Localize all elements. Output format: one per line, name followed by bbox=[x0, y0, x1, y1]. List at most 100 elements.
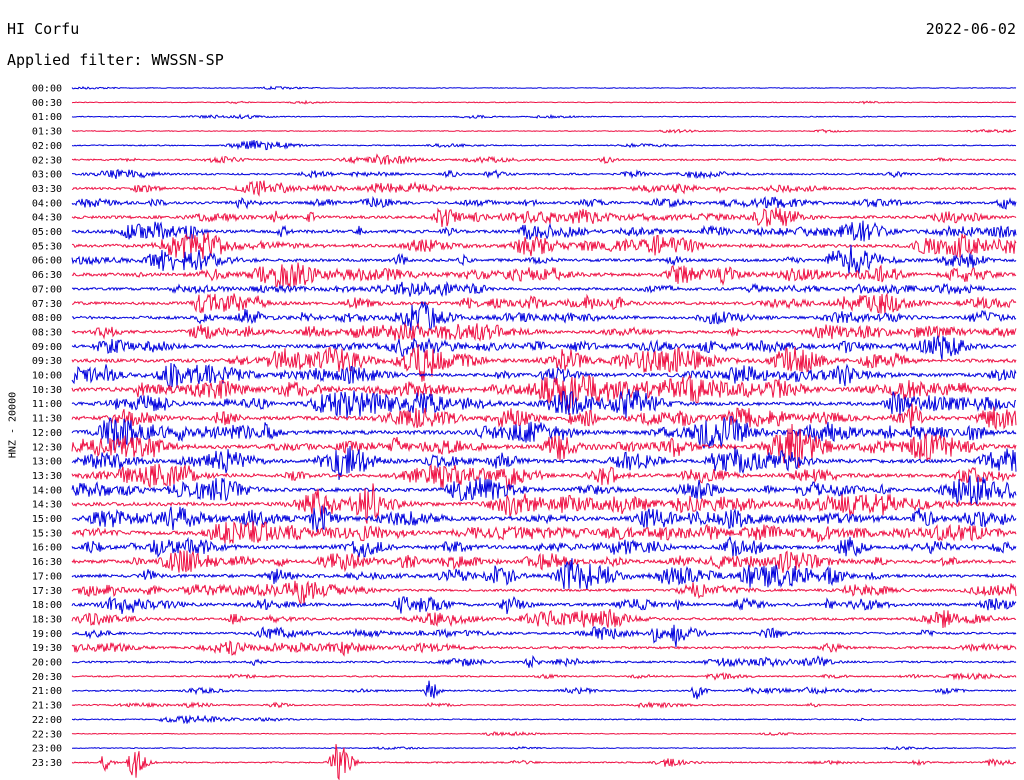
row-time-label: 18:30 bbox=[32, 614, 62, 625]
trace-line bbox=[71, 654, 1017, 669]
trace-line bbox=[71, 322, 1017, 342]
row-time-label: 04:30 bbox=[32, 213, 62, 224]
row-time-label: 08:00 bbox=[32, 313, 62, 324]
row-time-label: 03:30 bbox=[32, 184, 62, 195]
row-time-label: 02:00 bbox=[32, 141, 62, 152]
row-time-label: 15:00 bbox=[32, 514, 62, 525]
trace-line bbox=[71, 343, 1017, 382]
trace-line bbox=[71, 520, 1017, 545]
row-time-label: 13:30 bbox=[32, 471, 62, 482]
trace-line bbox=[71, 85, 1017, 91]
row-time-label: 01:30 bbox=[32, 127, 62, 138]
row-time-label: 14:00 bbox=[32, 485, 62, 496]
row-time-label: 05:30 bbox=[32, 241, 62, 252]
trace-line bbox=[71, 671, 1017, 681]
row-time-label: 17:00 bbox=[32, 571, 62, 582]
row-time-label: 01:00 bbox=[32, 112, 62, 123]
trace-line bbox=[72, 168, 1017, 180]
trace-line bbox=[71, 714, 1017, 725]
trace-line bbox=[71, 244, 1017, 275]
trace-line bbox=[71, 280, 1017, 298]
trace-line bbox=[71, 403, 1017, 431]
trace-line bbox=[71, 362, 1017, 389]
row-time-label: 13:00 bbox=[32, 457, 62, 468]
row-time-label: 12:30 bbox=[32, 442, 62, 453]
trace-line bbox=[71, 374, 1017, 411]
row-time-label: 15:30 bbox=[32, 528, 62, 539]
filter-value: WWSSN-SP bbox=[151, 51, 224, 69]
trace-line bbox=[71, 180, 1017, 197]
trace-line bbox=[71, 701, 1017, 709]
row-time-label: 06:30 bbox=[32, 270, 62, 281]
trace-line bbox=[71, 549, 1017, 573]
row-time-label: 23:30 bbox=[32, 758, 62, 769]
trace-line bbox=[71, 335, 1017, 361]
row-time-label: 06:00 bbox=[32, 256, 62, 267]
row-time-label: 22:00 bbox=[32, 715, 62, 726]
row-time-label: 16:00 bbox=[32, 543, 62, 554]
trace-line bbox=[71, 608, 1017, 629]
trace-line bbox=[71, 232, 1017, 260]
date-label: 2022-06-02 bbox=[925, 20, 1016, 38]
row-time-label: 11:00 bbox=[32, 399, 62, 410]
row-time-label: 14:30 bbox=[32, 500, 62, 511]
trace-line bbox=[71, 463, 1016, 491]
row-time-label: 10:00 bbox=[32, 371, 62, 382]
row-time-label: 19:30 bbox=[32, 643, 62, 654]
trace-line bbox=[71, 207, 1017, 228]
row-time-label: 21:30 bbox=[32, 701, 62, 712]
filter-label: Applied filter: bbox=[7, 51, 143, 69]
trace-line bbox=[71, 580, 1017, 604]
row-time-label: 03:00 bbox=[32, 170, 62, 181]
row-time-label: 00:30 bbox=[32, 98, 62, 109]
row-time-label: 09:30 bbox=[32, 356, 62, 367]
row-time-label: 11:30 bbox=[32, 414, 62, 425]
row-time-label: 07:30 bbox=[32, 299, 62, 310]
filter-line: Applied filter: WWSSN-SP bbox=[7, 51, 224, 69]
row-time-label: 16:30 bbox=[32, 557, 62, 568]
trace-line bbox=[71, 113, 1017, 120]
row-time-label: 10:30 bbox=[32, 385, 62, 396]
trace-line bbox=[71, 536, 1017, 559]
row-time-label: 02:30 bbox=[32, 155, 62, 166]
row-time-label: 17:30 bbox=[32, 586, 62, 597]
row-time-label: 21:00 bbox=[32, 686, 62, 697]
trace-line bbox=[71, 195, 1017, 210]
trace-line bbox=[72, 292, 1017, 314]
trace-line bbox=[71, 262, 1017, 287]
trace-line bbox=[71, 624, 1017, 648]
row-time-label: 07:00 bbox=[32, 284, 62, 295]
trace-line bbox=[71, 680, 1017, 700]
row-time-label: 23:00 bbox=[32, 744, 62, 755]
trace-line bbox=[71, 483, 1017, 524]
row-time-label: 04:00 bbox=[32, 198, 62, 209]
trace-line bbox=[71, 505, 1017, 533]
row-time-label: 09:00 bbox=[32, 342, 62, 353]
row-time-label: 08:30 bbox=[32, 327, 62, 338]
trace-line bbox=[71, 416, 1017, 451]
trace-line bbox=[71, 423, 1017, 469]
station-title: HI Corfu bbox=[7, 20, 80, 38]
trace-line bbox=[71, 558, 1017, 591]
row-time-label: 22:30 bbox=[32, 729, 62, 740]
trace-line bbox=[71, 744, 1017, 780]
row-time-label: 00:00 bbox=[32, 84, 62, 95]
trace-line bbox=[71, 475, 1017, 506]
trace-line bbox=[71, 445, 1017, 480]
row-time-label: 19:00 bbox=[32, 629, 62, 640]
trace-line bbox=[71, 220, 1017, 242]
trace-line bbox=[71, 128, 1017, 134]
trace-line bbox=[71, 595, 1017, 615]
trace-line bbox=[71, 388, 1017, 419]
trace-line bbox=[71, 99, 1017, 105]
row-time-label: 20:00 bbox=[32, 658, 62, 669]
trace-line bbox=[72, 745, 1017, 751]
trace-line bbox=[71, 301, 1017, 331]
row-time-label: 20:30 bbox=[32, 672, 62, 683]
row-time-label: 18:00 bbox=[32, 600, 62, 611]
row-time-label: 12:00 bbox=[32, 428, 62, 439]
trace-line bbox=[71, 640, 1017, 657]
trace-line bbox=[71, 153, 1017, 166]
row-time-label: 05:00 bbox=[32, 227, 62, 238]
